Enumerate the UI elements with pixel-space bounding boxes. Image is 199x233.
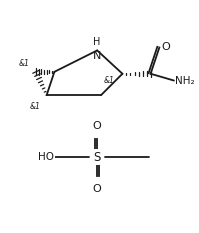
Text: HO: HO: [38, 152, 54, 162]
Text: N: N: [93, 51, 101, 62]
Text: O: O: [161, 41, 170, 51]
Text: NH₂: NH₂: [176, 75, 195, 86]
Text: O: O: [93, 184, 101, 194]
Text: O: O: [93, 121, 101, 131]
Text: H: H: [94, 37, 101, 47]
Text: &1: &1: [30, 102, 41, 111]
Text: &1: &1: [19, 58, 29, 68]
Text: S: S: [94, 151, 101, 164]
Text: &1: &1: [104, 76, 115, 85]
